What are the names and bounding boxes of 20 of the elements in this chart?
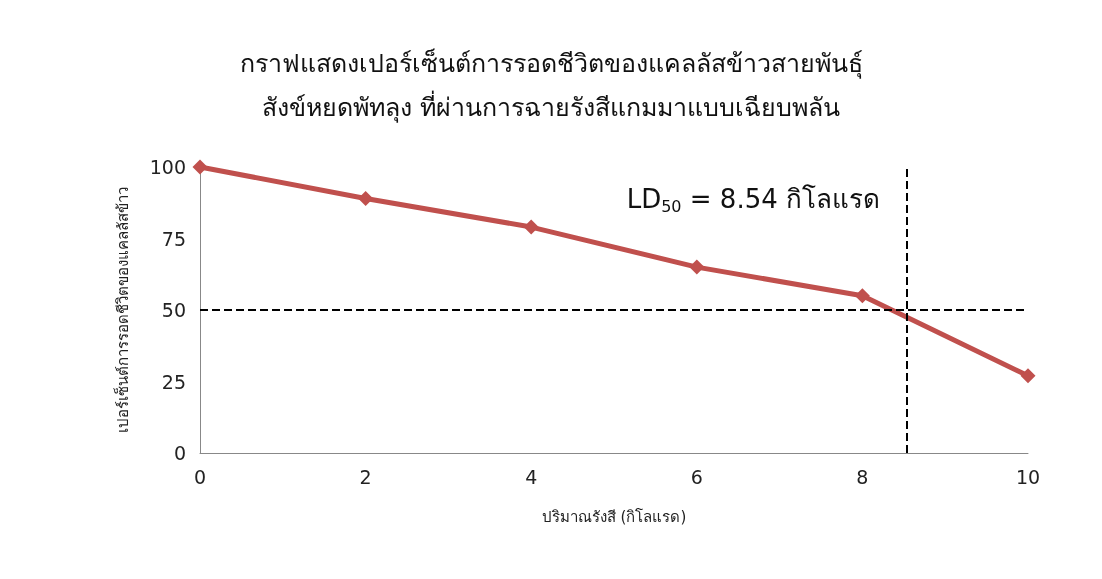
y-tick-label: 75	[161, 227, 186, 250]
y-tick-label: 50	[161, 299, 186, 321]
x-axis-title: ปริมาณรังสี (กิโลแรด)	[541, 507, 687, 526]
point	[689, 259, 705, 275]
point	[192, 159, 208, 175]
y-tick-label: 100	[149, 156, 186, 178]
x-tick-label: 8	[856, 465, 869, 488]
point	[358, 190, 374, 206]
point	[1020, 368, 1036, 384]
y-axis-title: เปอร์เซ็นต์การรอดชีวิตของแคลลัสข้าว	[112, 187, 132, 433]
point	[854, 288, 870, 304]
x-tick-label: 6	[690, 465, 703, 488]
chart-title: กราฟแสดงเปอร์เซ็นต์การรอดชีวิตของแคลลัสข้าวสายพันธุ์ สังข์หยดพัทลุง ที่ผ่านการฉายรังสีแกมมาแบบเฉียบพลัน	[239, 47, 863, 123]
point	[523, 219, 539, 235]
y-tick-label: 0	[173, 442, 186, 464]
x-tick-label: 10	[1015, 465, 1041, 488]
y-tick-label: 25	[161, 370, 186, 393]
x-tick-label: 0	[193, 465, 207, 488]
x-tick-label: 2	[359, 465, 372, 488]
x-tick-label: 4	[525, 465, 538, 488]
